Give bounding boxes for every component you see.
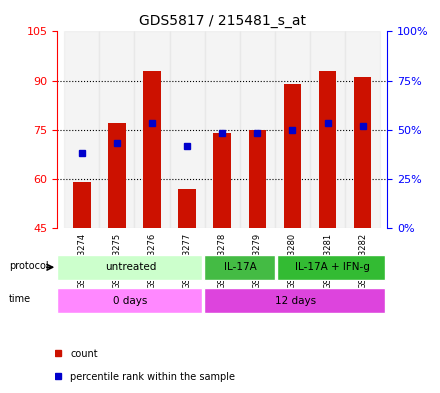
Bar [178,189,196,228]
Text: time: time [9,294,31,305]
Bar [108,123,126,228]
Bar [205,31,240,228]
Text: percentile rank within the sample: percentile rank within the sample [70,372,235,382]
Text: 0 days: 0 days [114,296,148,306]
Bar [73,182,91,228]
Bar [213,133,231,228]
Bar [135,31,169,228]
FancyBboxPatch shape [57,288,202,313]
Bar [64,31,99,228]
Bar [345,31,380,228]
Text: untreated: untreated [105,262,156,272]
Bar [169,31,205,228]
Text: 12 days: 12 days [275,296,316,306]
Text: protocol: protocol [9,261,48,271]
FancyBboxPatch shape [204,255,275,280]
Bar [249,130,266,228]
Bar [310,31,345,228]
Bar [143,71,161,228]
Bar [275,31,310,228]
Bar [99,31,135,228]
Text: IL-17A: IL-17A [224,262,257,272]
Bar [240,31,275,228]
Bar [284,84,301,228]
FancyBboxPatch shape [57,255,202,280]
Title: GDS5817 / 215481_s_at: GDS5817 / 215481_s_at [139,14,306,28]
Bar [354,77,371,228]
Bar [319,71,336,228]
Text: count: count [70,349,98,359]
FancyBboxPatch shape [204,288,385,313]
FancyBboxPatch shape [277,255,385,280]
Text: IL-17A + IFN-g: IL-17A + IFN-g [295,262,370,272]
